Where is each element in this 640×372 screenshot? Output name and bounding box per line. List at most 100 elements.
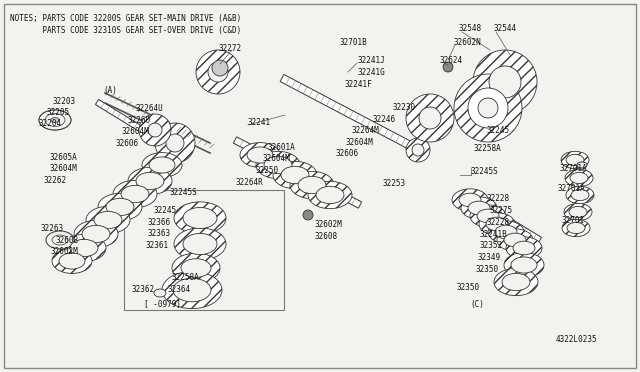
Text: 32258A: 32258A [474,144,502,153]
Ellipse shape [113,180,157,208]
Ellipse shape [247,147,273,163]
Text: 32230: 32230 [393,103,416,112]
Text: 32548: 32548 [459,23,482,32]
Ellipse shape [196,50,240,94]
Text: 32350: 32350 [476,266,499,275]
Text: [ -0979]: [ -0979] [144,299,181,308]
Ellipse shape [570,172,588,183]
Text: (A): (A) [103,86,117,94]
Ellipse shape [46,231,74,249]
Ellipse shape [577,162,587,168]
Ellipse shape [166,134,184,152]
Polygon shape [460,189,541,243]
Ellipse shape [477,209,499,223]
Ellipse shape [565,169,593,187]
Text: 32604M: 32604M [346,138,374,147]
Text: 32241J: 32241J [358,55,386,64]
Ellipse shape [308,182,352,209]
Ellipse shape [561,151,589,169]
Ellipse shape [98,193,142,221]
Text: 32604M: 32604M [121,126,148,135]
Ellipse shape [212,60,228,76]
Text: 32608: 32608 [55,235,78,244]
Text: 32364: 32364 [168,285,191,295]
Ellipse shape [478,98,498,118]
Text: 32701A: 32701A [560,164,588,173]
Text: 32241G: 32241G [358,67,386,77]
Ellipse shape [154,289,166,297]
Text: 32245: 32245 [487,125,510,135]
Ellipse shape [139,114,171,146]
Polygon shape [280,74,417,151]
Text: 32264R: 32264R [236,177,264,186]
Ellipse shape [488,221,524,243]
Ellipse shape [497,229,533,251]
Ellipse shape [172,253,220,283]
Text: 32701A: 32701A [558,183,586,192]
Ellipse shape [264,156,292,174]
Text: 32701B: 32701B [340,38,368,46]
Text: 32272: 32272 [218,44,241,52]
Ellipse shape [290,171,334,199]
Ellipse shape [128,167,172,195]
Ellipse shape [62,234,106,262]
Text: 32245: 32245 [153,205,176,215]
Ellipse shape [479,213,515,235]
Ellipse shape [406,138,430,162]
Ellipse shape [468,201,490,215]
Polygon shape [95,99,182,155]
Ellipse shape [149,157,175,173]
Ellipse shape [504,253,544,278]
Text: 32241F: 32241F [345,80,372,89]
Ellipse shape [181,259,211,277]
Ellipse shape [174,202,226,234]
Text: 32604M: 32604M [49,164,77,173]
Ellipse shape [183,208,217,228]
Text: 32275: 32275 [490,205,513,215]
Text: 32352: 32352 [480,241,503,250]
Text: 32604M: 32604M [263,154,291,163]
Ellipse shape [513,241,535,255]
Text: 32205: 32205 [46,108,69,116]
Text: 32228: 32228 [487,218,510,227]
Ellipse shape [461,197,497,219]
Ellipse shape [281,166,309,184]
Ellipse shape [45,113,65,126]
Text: 32601A: 32601A [268,142,296,151]
Ellipse shape [183,234,217,254]
Text: 32605A: 32605A [49,153,77,161]
Ellipse shape [106,198,134,216]
Text: 32361: 32361 [145,241,168,250]
Ellipse shape [86,206,130,234]
Ellipse shape [208,62,228,82]
Text: 4322L0235: 4322L0235 [556,336,598,344]
Ellipse shape [316,186,344,204]
Text: 32262: 32262 [43,176,66,185]
Ellipse shape [142,153,182,177]
Ellipse shape [273,161,317,189]
Text: PARTS CODE 32310S GEAR SET-OVER DRIVE (C&D): PARTS CODE 32310S GEAR SET-OVER DRIVE (C… [10,26,241,35]
Text: 32246: 32246 [373,115,396,124]
Text: 32602M: 32602M [50,247,77,257]
Ellipse shape [121,185,149,203]
Text: 32350: 32350 [457,283,480,292]
Ellipse shape [494,268,538,296]
Text: NOTES; PARTS CODE 32200S GEAR SET-MAIN DRIVE (A&B): NOTES; PARTS CODE 32200S GEAR SET-MAIN D… [10,14,241,23]
Ellipse shape [136,172,164,190]
Text: (C): (C) [470,301,484,310]
Text: 32366: 32366 [148,218,171,227]
Text: 32264M: 32264M [352,125,380,135]
Ellipse shape [94,211,122,229]
Ellipse shape [256,151,300,179]
Text: 32606: 32606 [336,148,359,157]
Text: 32608: 32608 [315,231,338,241]
Text: 32701: 32701 [562,215,585,224]
Ellipse shape [566,154,584,166]
Text: 32363: 32363 [147,228,170,237]
Ellipse shape [162,272,222,309]
Ellipse shape [74,220,118,248]
Text: 32263: 32263 [40,224,63,232]
Ellipse shape [506,237,542,259]
Ellipse shape [39,110,71,130]
Text: 32253: 32253 [383,179,406,187]
